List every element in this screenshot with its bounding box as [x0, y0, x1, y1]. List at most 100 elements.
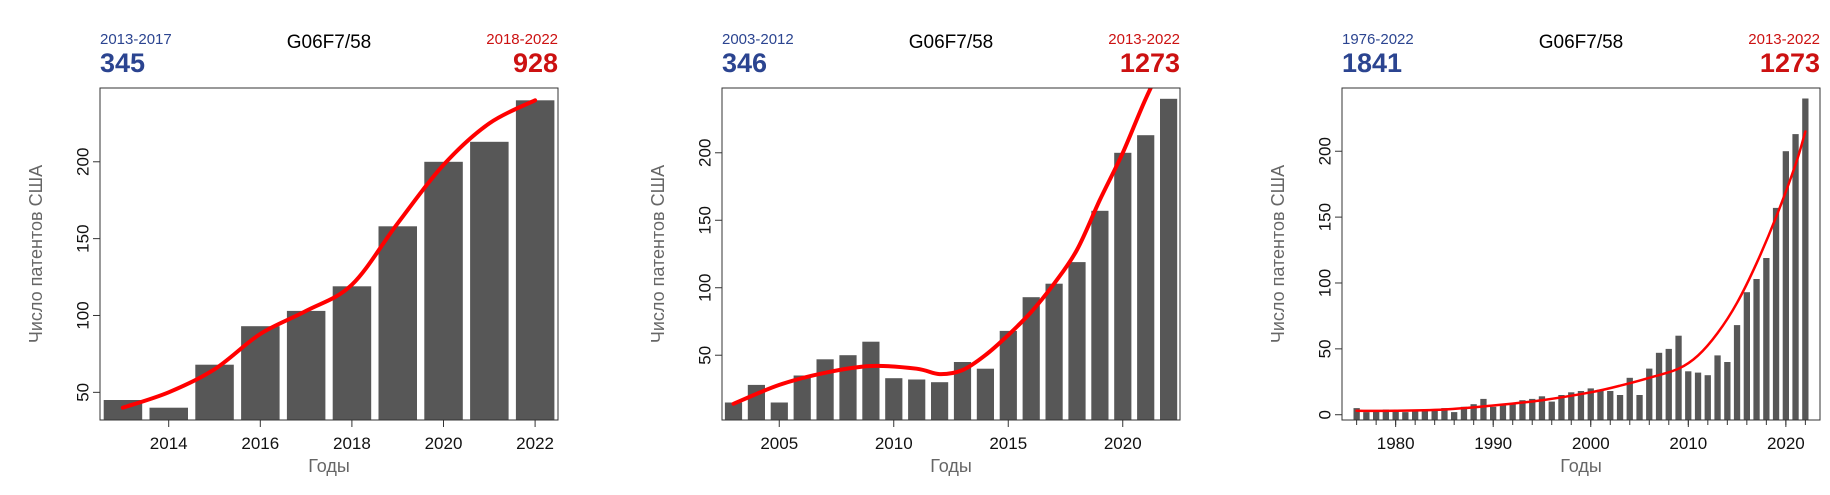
x-tick-label: 2010	[875, 434, 913, 453]
bar	[378, 226, 417, 420]
bar	[1392, 410, 1399, 420]
y-axis-label: Число патентов США	[1268, 165, 1288, 343]
bar	[908, 379, 926, 420]
bar	[1685, 371, 1692, 420]
bar	[1753, 279, 1760, 420]
bar	[839, 355, 857, 420]
bar	[1402, 412, 1409, 420]
bar	[1412, 410, 1419, 420]
plot-frame	[721, 87, 1181, 421]
bar	[1704, 375, 1711, 420]
right-period-label: 2013-2022	[1108, 31, 1180, 48]
bar	[1577, 391, 1585, 420]
chart-3: 0 50 100 150 200 1980 1990 2000 2010 2020 Годы Числ…	[1268, 31, 1821, 476]
x-tick-label: 2000	[1572, 434, 1610, 453]
bar	[1490, 406, 1497, 420]
left-count-value: 345	[100, 48, 145, 78]
bar	[724, 402, 743, 420]
chart-2: 50 100 150 200 2005 2010 2015 2020 Годы Число пат…	[648, 31, 1181, 476]
y-tick-label: 100	[695, 274, 714, 302]
x-tick-label: 2010	[1669, 434, 1707, 453]
left-period-label: 2003-2012	[722, 31, 794, 48]
bar	[1382, 409, 1389, 420]
y-tick-label: 200	[73, 148, 92, 176]
bar	[1519, 400, 1526, 420]
bar	[1091, 210, 1109, 420]
bar	[999, 330, 1017, 420]
y-axis-label: Число патентов США	[26, 165, 46, 343]
bar	[1743, 292, 1750, 420]
bar	[1675, 335, 1682, 420]
trend-line	[120, 98, 538, 410]
bar	[1636, 395, 1643, 420]
x-tick-label: 2014	[150, 434, 188, 453]
bar	[1607, 391, 1614, 420]
right-count-value: 928	[513, 48, 558, 78]
left-count-value: 1841	[1342, 48, 1402, 78]
bar	[816, 359, 834, 420]
bar	[1694, 372, 1702, 420]
x-tick-label: 2020	[425, 434, 463, 453]
bar	[931, 382, 949, 420]
bar	[770, 402, 788, 420]
bar	[1137, 135, 1155, 420]
chart-title: G06F7/58	[909, 32, 994, 53]
x-tick-label: 2005	[760, 434, 798, 453]
bar	[1421, 409, 1428, 420]
right-count-value: 1273	[1120, 48, 1180, 78]
bar	[332, 286, 372, 420]
bar	[1509, 402, 1516, 420]
chart-panel-2: 50 100 150 200 2005 2010 2015 2020 Годы Число пат…	[610, 0, 1190, 490]
bar	[1460, 406, 1468, 420]
y-tick-label: 50	[73, 383, 92, 402]
bar	[953, 362, 972, 420]
bar	[195, 364, 234, 420]
bar	[1353, 408, 1360, 420]
bar	[1068, 262, 1086, 420]
left-count-value: 346	[722, 48, 767, 78]
x-tick-label: 2020	[1104, 434, 1142, 453]
y-tick-label: 50	[1315, 339, 1334, 358]
left-period-label: 1976-2022	[1342, 31, 1414, 48]
bar	[1782, 151, 1789, 420]
bar	[976, 368, 994, 420]
bar	[1646, 368, 1653, 420]
bar	[424, 161, 463, 420]
y-tick-label: 200	[1315, 137, 1334, 165]
bar	[1548, 401, 1555, 420]
left-period-label: 2013-2017	[100, 31, 172, 48]
bar	[1558, 395, 1565, 420]
y-tick-label: 200	[695, 139, 714, 167]
bar	[1763, 258, 1770, 420]
chart-panel-1: 50 100 150 200 2014 2016 2018 2020 2022 Годы Число…	[0, 0, 570, 490]
bar	[1587, 388, 1594, 420]
bar	[793, 375, 811, 420]
bar	[1802, 98, 1809, 420]
bar	[862, 341, 880, 420]
bar	[885, 378, 903, 420]
chart-title: G06F7/58	[1539, 32, 1624, 53]
y-tick-label: 0	[1315, 410, 1334, 419]
y-tick-label: 150	[1315, 203, 1334, 231]
plot-frame	[1341, 87, 1821, 421]
y-tick-label: 150	[695, 206, 714, 234]
x-axis-label: Годы	[930, 456, 972, 476]
bar	[1114, 152, 1132, 420]
bar	[1616, 395, 1624, 420]
bar	[1538, 396, 1546, 420]
bar	[1665, 348, 1672, 420]
bar	[1160, 98, 1178, 420]
bar	[149, 407, 188, 420]
bar	[1792, 134, 1799, 420]
bar	[1626, 377, 1633, 420]
bar	[1022, 297, 1040, 420]
x-tick-label: 2015	[989, 434, 1027, 453]
x-axis-label: Годы	[308, 456, 350, 476]
x-tick-label: 2018	[333, 434, 371, 453]
bar	[1568, 392, 1575, 420]
chart-title: G06F7/58	[287, 32, 372, 53]
right-period-label: 2013-2022	[1748, 31, 1820, 48]
y-tick-label: 150	[73, 224, 92, 252]
bar	[1724, 362, 1731, 420]
bar	[1441, 408, 1448, 420]
